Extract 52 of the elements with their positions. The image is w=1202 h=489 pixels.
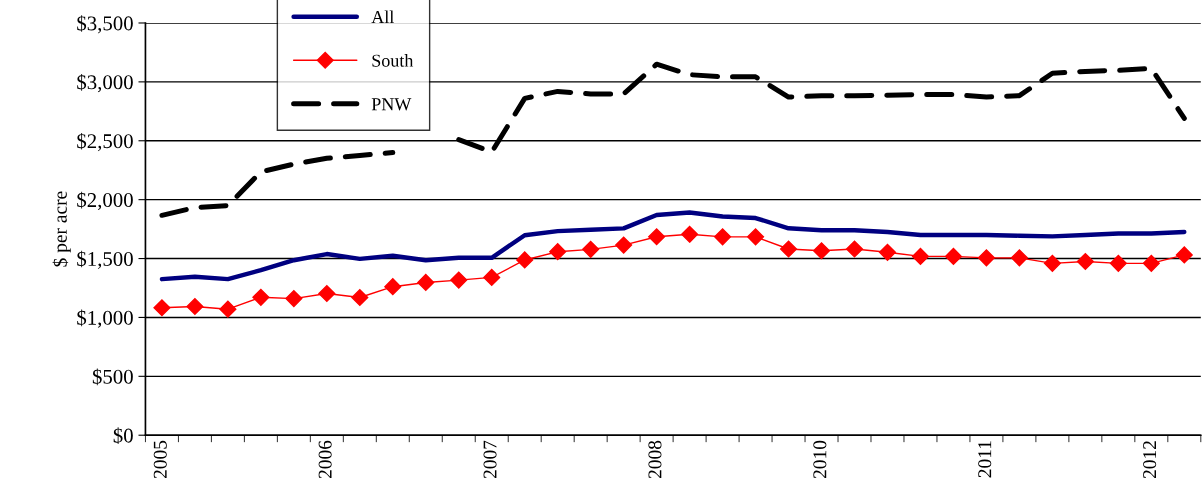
x-tick-label: 2011 bbox=[978, 441, 992, 478]
legend-label: All bbox=[371, 10, 394, 24]
legend-label: South bbox=[372, 54, 414, 67]
line-series bbox=[159, 210, 1187, 282]
y-tick-label: $3,000 bbox=[77, 74, 133, 93]
legend-label: PNW bbox=[371, 98, 412, 111]
point bbox=[582, 240, 600, 258]
point bbox=[911, 247, 930, 265]
point bbox=[1175, 246, 1193, 264]
point bbox=[648, 228, 666, 246]
point bbox=[351, 288, 369, 307]
point bbox=[812, 242, 831, 260]
point bbox=[1010, 249, 1028, 267]
point bbox=[714, 228, 732, 246]
y-axis-title: $ per acre bbox=[52, 191, 71, 267]
point bbox=[779, 240, 798, 258]
point bbox=[1109, 254, 1127, 272]
point bbox=[747, 228, 765, 246]
y-tick-label: $500 bbox=[92, 368, 133, 386]
point bbox=[285, 290, 303, 308]
point bbox=[384, 278, 402, 296]
y-tick-label: $3,500 bbox=[77, 15, 133, 34]
x-tick-label: 2005 bbox=[153, 440, 167, 479]
point bbox=[1142, 254, 1160, 272]
x-tick-label: 2008 bbox=[648, 440, 662, 479]
point bbox=[516, 251, 534, 269]
y-tick-label: $2,000 bbox=[77, 191, 133, 211]
x-tick-label: 2010 bbox=[813, 440, 827, 479]
point bbox=[878, 243, 897, 261]
point bbox=[450, 271, 468, 289]
point bbox=[1043, 254, 1061, 272]
point bbox=[549, 243, 567, 261]
point bbox=[977, 249, 995, 267]
y-tick-label: $2,500 bbox=[77, 132, 133, 152]
point bbox=[153, 299, 171, 317]
y-tick-label: $1,500 bbox=[77, 250, 133, 269]
point bbox=[318, 284, 336, 303]
point bbox=[483, 268, 501, 286]
x-tick-label: 2006 bbox=[318, 440, 332, 479]
point bbox=[252, 288, 270, 306]
point bbox=[1076, 252, 1094, 271]
y-tick-label: $0 bbox=[113, 427, 133, 445]
point bbox=[417, 273, 435, 292]
point bbox=[615, 236, 633, 254]
point bbox=[845, 240, 864, 258]
y-tick-label: $1,000 bbox=[77, 309, 133, 328]
point bbox=[944, 247, 963, 265]
x-tick-label: 2007 bbox=[483, 440, 497, 479]
point bbox=[681, 225, 699, 243]
point bbox=[219, 300, 237, 318]
point bbox=[186, 297, 204, 316]
x-tick-label: 2012 bbox=[1143, 441, 1157, 479]
